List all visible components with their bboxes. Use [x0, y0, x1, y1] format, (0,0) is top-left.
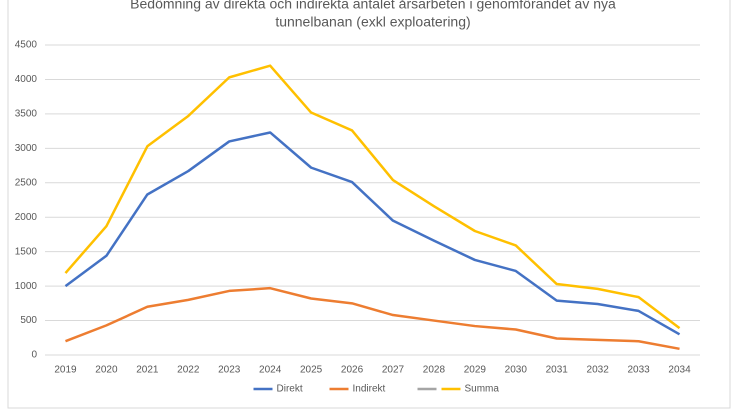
- chart-title: Bedömning av direkta och indirekta antal…: [130, 0, 616, 12]
- x-tick-label: 2026: [341, 365, 364, 376]
- y-tick-label: 3000: [15, 143, 38, 154]
- chart-title: tunnelbanan (exkl exploatering): [275, 14, 470, 30]
- series-line: [64, 64, 681, 330]
- x-tick-label: 2029: [464, 365, 487, 376]
- y-tick-label: 0: [31, 350, 37, 361]
- y-tick-label: 4500: [15, 40, 38, 51]
- x-tick-label: 2033: [627, 365, 650, 376]
- x-tick-label: 2019: [54, 365, 77, 376]
- y-tick-label: 2500: [15, 177, 38, 188]
- x-tick-label: 2021: [136, 365, 159, 376]
- y-tick-label: 500: [20, 315, 37, 326]
- x-tick-label: 2022: [177, 365, 200, 376]
- x-tick-label: 2027: [382, 365, 405, 376]
- x-tick-label: 2020: [95, 365, 118, 376]
- x-tick-label: 2034: [668, 365, 691, 376]
- series-line: [64, 131, 681, 336]
- series-line: [65, 286, 680, 351]
- y-tick-label: 1500: [15, 246, 38, 257]
- x-tick-label: 2030: [505, 365, 528, 376]
- x-tick-label: 2031: [546, 365, 569, 376]
- x-tick-label: 2024: [259, 365, 282, 376]
- chart-frame: [7, 0, 731, 409]
- legend-label: Direkt: [277, 384, 303, 395]
- y-tick-label: 4000: [15, 74, 38, 85]
- y-tick-label: 2000: [15, 212, 38, 223]
- y-tick-label: 3500: [15, 109, 38, 120]
- x-tick-label: 2032: [587, 365, 610, 376]
- x-tick-label: 2028: [423, 365, 446, 376]
- legend-label: Summa: [465, 384, 500, 395]
- y-tick-label: 1000: [15, 281, 38, 292]
- x-tick-label: 2023: [218, 365, 241, 376]
- x-tick-label: 2025: [300, 365, 323, 376]
- legend-label: Indirekt: [353, 384, 386, 395]
